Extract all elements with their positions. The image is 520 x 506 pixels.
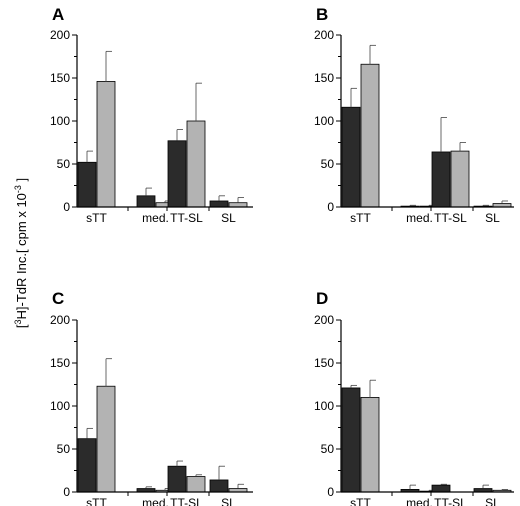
- bar-dark: [209, 200, 229, 208]
- y-tick-label: 100: [314, 114, 334, 128]
- bar-light: [360, 396, 380, 493]
- category-label: sTT: [350, 496, 371, 506]
- y-axis-label-superscript: -3: [13, 185, 23, 193]
- category-label: med.: [142, 211, 169, 225]
- category-label: TT-SL: [170, 211, 203, 225]
- y-tick-label: 100: [314, 399, 334, 413]
- y-axis-label-part: ]: [14, 178, 29, 185]
- bar-dark: [167, 140, 187, 208]
- y-axis-label-superscript: 3: [13, 320, 23, 325]
- chart-panel-d: D 0 50 100 150 200 sTT med. TT-SL SL: [314, 289, 514, 506]
- category-label: sTT: [86, 211, 107, 225]
- bar-light: [186, 120, 206, 208]
- chart-panel-b: B 0 50 100 150 200 sTT med. TT-SL SL: [314, 5, 514, 225]
- category-label: SL: [221, 211, 236, 225]
- panel-label: A: [52, 5, 64, 24]
- bar-dark: [341, 387, 361, 493]
- panel-label: D: [316, 289, 328, 308]
- category-label: SL: [221, 496, 236, 506]
- y-tick-label: 0: [63, 200, 70, 214]
- panel-label: B: [316, 5, 328, 24]
- y-tick-label: 0: [327, 485, 334, 499]
- y-tick-label: 50: [57, 157, 71, 171]
- bar-dark: [167, 465, 187, 493]
- y-tick-label: 200: [314, 28, 334, 42]
- bar-dark: [431, 484, 451, 493]
- category-label: med.: [406, 211, 433, 225]
- category-label: TT-SL: [434, 496, 467, 506]
- bar-light: [186, 476, 206, 493]
- category-label: SL: [485, 496, 500, 506]
- panel-label: C: [52, 289, 64, 308]
- y-axis-label-part: H]-TdR Inc.[ cpm x 10: [14, 193, 29, 319]
- y-tick-label: 150: [50, 356, 70, 370]
- bar-light: [450, 150, 470, 208]
- y-tick-label: 150: [50, 71, 70, 85]
- bar-light: [360, 63, 380, 208]
- bar-dark: [341, 106, 361, 208]
- y-tick-label: 0: [63, 485, 70, 499]
- bar-dark: [77, 438, 97, 493]
- y-tick-label: 150: [314, 356, 334, 370]
- category-label: TT-SL: [434, 211, 467, 225]
- y-tick-label: 0: [327, 200, 334, 214]
- chart-panel-a: A 0 50 100 150 200 sTT med. TT-SL SL: [50, 5, 253, 225]
- y-tick-label: 50: [321, 442, 335, 456]
- chart-panel-c: C 0 50 100 150 200 sTT med. TT-SL SL: [50, 289, 253, 506]
- category-label: TT-SL: [170, 496, 203, 506]
- y-tick-label: 100: [50, 399, 70, 413]
- bar-dark: [431, 151, 451, 208]
- bar-dark: [209, 479, 229, 493]
- y-tick-label: 200: [50, 313, 70, 327]
- bar-light: [228, 202, 248, 208]
- y-tick-label: 200: [50, 28, 70, 42]
- y-tick-label: 200: [314, 313, 334, 327]
- y-tick-label: 100: [50, 114, 70, 128]
- category-label: SL: [485, 211, 500, 225]
- y-tick-label: 150: [314, 71, 334, 85]
- bar-light: [96, 81, 116, 208]
- category-label: med.: [142, 496, 169, 506]
- y-axis-label: [3H]-TdR Inc.[ cpm x 10-3 ]: [13, 178, 29, 328]
- bar-dark: [136, 195, 156, 208]
- category-label: sTT: [350, 211, 371, 225]
- bar-light: [96, 385, 116, 493]
- y-axis-label-part: [: [14, 324, 29, 328]
- bar-dark: [77, 161, 97, 208]
- y-tick-label: 50: [321, 157, 335, 171]
- category-label: med.: [406, 496, 433, 506]
- y-tick-label: 50: [57, 442, 71, 456]
- category-label: sTT: [86, 496, 107, 506]
